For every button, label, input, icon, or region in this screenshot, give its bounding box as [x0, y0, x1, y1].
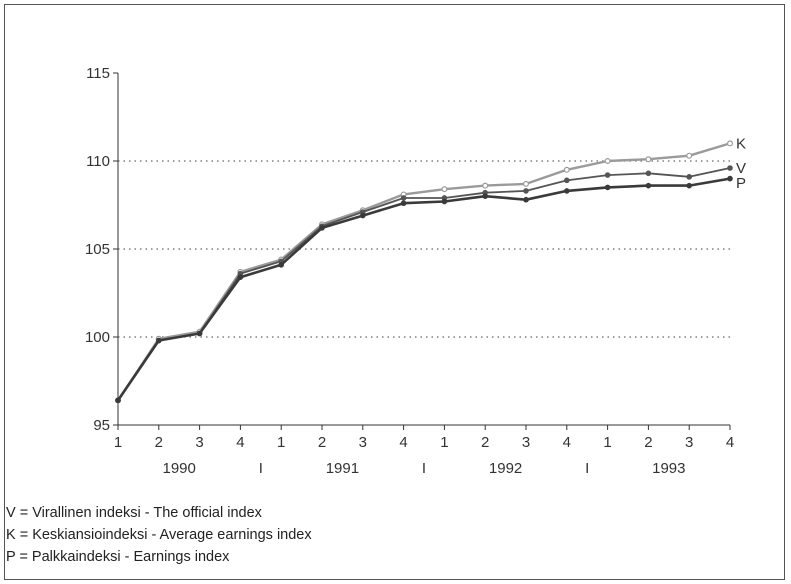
series-end-label-k: K: [736, 135, 746, 152]
data-point-k: [604, 158, 611, 165]
data-point-p: [156, 337, 162, 344]
y-tick-label: 110: [86, 153, 110, 170]
x-tick-label: 4: [563, 434, 571, 451]
y-tick-label: 115: [86, 65, 110, 82]
data-point-p: [319, 225, 325, 231]
data-point-p: [686, 182, 693, 189]
data-point-v: [523, 188, 529, 194]
data-point-p: [237, 274, 244, 280]
x-tick-label: 1: [440, 434, 448, 451]
data-point-p: [359, 212, 366, 219]
data-point-p: [278, 262, 285, 268]
year-separator: I: [585, 460, 589, 477]
year-separator: I: [259, 460, 263, 477]
data-point-v: [563, 177, 570, 184]
data-point-p: [604, 184, 611, 191]
legend-v: V = Virallinen indeksi - The official in…: [6, 505, 262, 521]
y-tick-label: 95: [93, 417, 110, 434]
year-separator: I: [422, 460, 426, 477]
x-tick-label: 2: [481, 434, 489, 451]
legend-p: P = Palkkaindeksi - Earnings index: [6, 549, 230, 565]
data-point-k: [686, 152, 693, 159]
data-point-p: [727, 175, 733, 182]
data-point-v: [400, 195, 407, 201]
x-tick-label: 4: [236, 434, 244, 451]
data-point-p: [645, 182, 652, 189]
y-tick-label: 105: [85, 241, 110, 258]
x-tick-label: 3: [359, 434, 367, 451]
x-tick-label: 3: [685, 434, 693, 451]
data-point-v: [604, 172, 611, 178]
data-point-v: [645, 170, 652, 177]
data-point-k: [645, 156, 652, 163]
x-tick-label: 1: [277, 434, 285, 451]
series-line-p: [116, 177, 731, 402]
data-point-p: [482, 193, 489, 200]
data-point-p: [115, 397, 121, 404]
x-tick-label: 1: [114, 434, 122, 451]
x-tick-label: 4: [726, 434, 734, 451]
data-point-k: [726, 140, 733, 147]
x-tick-label: 3: [195, 434, 203, 451]
series-end-label-v: V: [736, 160, 746, 177]
data-point-p: [196, 330, 203, 337]
x-tick-label: 4: [399, 434, 407, 451]
year-label: 1990: [163, 460, 196, 477]
data-point-k: [482, 182, 489, 189]
data-point-k: [441, 186, 448, 193]
y-tick-label: 100: [85, 329, 110, 346]
data-point-k: [522, 180, 529, 187]
data-point-p: [441, 198, 448, 205]
year-label: 1993: [652, 460, 685, 477]
data-point-p: [400, 200, 407, 207]
x-tick-label: 2: [318, 434, 326, 451]
x-tick-label: 2: [155, 434, 163, 451]
legend-k: K = Keskiansioindeksi - Average earnings…: [6, 527, 312, 543]
series-end-label-p: P: [736, 175, 746, 192]
x-tick-label: 1: [603, 434, 611, 451]
data-point-v: [727, 165, 733, 171]
year-label: 1991: [326, 460, 359, 477]
chart-frame: [4, 4, 785, 580]
series-line-k: [116, 142, 731, 402]
data-point-v: [686, 174, 693, 180]
data-point-p: [523, 196, 529, 203]
year-label: 1992: [489, 460, 522, 477]
x-tick-label: 2: [644, 434, 652, 451]
x-tick-label: 3: [522, 434, 530, 451]
data-point-p: [563, 188, 570, 194]
data-point-k: [563, 166, 570, 173]
